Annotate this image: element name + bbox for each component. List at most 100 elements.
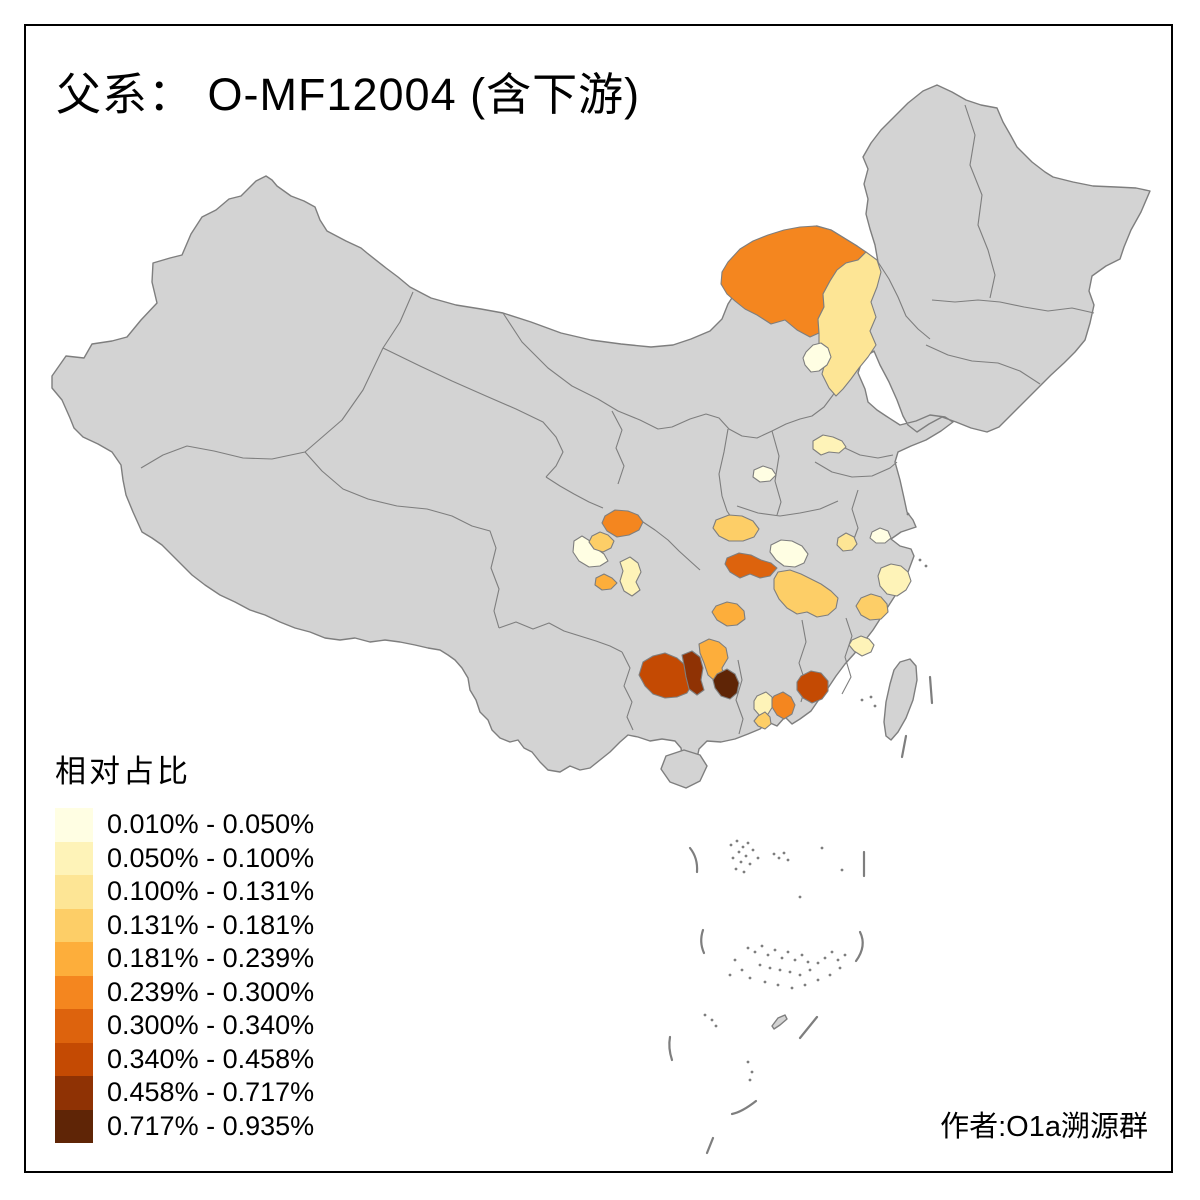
hainan-island	[660, 749, 708, 789]
island-dot	[820, 846, 824, 850]
island-dot	[773, 948, 777, 952]
map-region-hanzhong	[601, 509, 644, 538]
island-dot	[800, 953, 804, 957]
legend-row: 0.717% - 0.935%	[55, 1109, 315, 1143]
island-dot	[782, 851, 786, 855]
map-region-huaihua	[681, 650, 705, 696]
island-dot	[739, 860, 743, 864]
page-title: 父系： O-MF12004 (含下游)	[56, 69, 641, 120]
map-region-southwest-hunan	[712, 668, 740, 700]
legend-label: 0.100% - 0.131%	[107, 876, 315, 907]
map-region-jinhua	[855, 593, 889, 621]
island-dot	[763, 980, 767, 984]
island-dot	[906, 512, 910, 516]
island-dot	[840, 868, 844, 872]
map-region-chengdu	[572, 535, 609, 568]
legend-swatch-4	[55, 908, 93, 942]
island-dot	[750, 1070, 754, 1074]
legend-swatch-1	[55, 808, 93, 842]
island-dot	[860, 698, 864, 702]
map-region-yueyang-north-hunan	[773, 569, 839, 618]
map-region-beijing	[802, 342, 832, 373]
legend-title: 相对占比	[55, 754, 191, 789]
map-region-hangzhou	[877, 563, 912, 597]
island-dot	[714, 1024, 718, 1028]
island-dot	[729, 843, 733, 847]
island-dot	[735, 839, 739, 843]
island-dot	[816, 961, 820, 965]
map-region-deyang	[588, 531, 615, 553]
legend-label: 0.340% - 0.458%	[107, 1043, 315, 1074]
map-region-xiangyang	[712, 514, 760, 542]
island-dot	[766, 953, 770, 957]
legend-swatch-5	[55, 942, 93, 976]
island-dot	[751, 848, 755, 852]
map-region-north-guangdong	[796, 670, 829, 704]
legend-label: 0.131% - 0.181%	[107, 909, 315, 940]
island-dot	[786, 950, 790, 954]
island-dot	[786, 858, 790, 862]
legend-swatch-6	[55, 975, 93, 1009]
sea-islands	[703, 512, 928, 1082]
map-region-anqing	[836, 532, 858, 552]
legend-swatch-3	[55, 875, 93, 909]
island-dot	[748, 1078, 752, 1082]
island-dot	[803, 983, 807, 987]
island-dot	[742, 870, 746, 874]
attribution: 作者:O1a溯源群	[940, 1111, 1148, 1143]
legend-swatch-10	[55, 1109, 93, 1143]
island-dot	[838, 966, 842, 970]
legend-label: 0.300% - 0.340%	[107, 1010, 315, 1041]
island-dot	[768, 966, 772, 970]
island-dot	[798, 973, 802, 977]
island-dot	[731, 856, 735, 860]
legend-row: 0.100% - 0.131%	[55, 875, 314, 909]
island-dot	[780, 956, 784, 960]
legend-row: 0.340% - 0.458%	[55, 1042, 315, 1076]
legend-label: 0.717% - 0.935%	[107, 1110, 315, 1141]
island-dot	[806, 960, 810, 964]
island-dot	[756, 856, 760, 860]
island-dot	[746, 946, 750, 950]
island-dot	[740, 968, 744, 972]
island-dot	[836, 958, 840, 962]
island-dot	[748, 862, 752, 866]
legend-label: 0.050% - 0.100%	[107, 842, 315, 873]
island-dot	[758, 963, 762, 967]
island-dot	[873, 704, 877, 708]
island-dot	[744, 854, 748, 858]
island-dot	[776, 983, 780, 987]
island-dot	[777, 856, 781, 860]
island-dot	[748, 976, 752, 980]
map-region-south-shanxi	[752, 465, 777, 483]
legend-row: 0.239% - 0.300%	[55, 975, 315, 1009]
map-region-zigong	[594, 573, 618, 591]
province-borders	[140, 104, 1095, 735]
south-china-sea-islet	[771, 1014, 788, 1030]
island-dot	[778, 968, 782, 972]
island-dot	[808, 968, 812, 972]
island-dot	[703, 1013, 707, 1017]
island-dot	[823, 956, 827, 960]
island-dot	[772, 852, 776, 856]
map-region-jingzhou-yichang	[724, 552, 778, 579]
legend-row: 0.458% - 0.717%	[55, 1076, 314, 1110]
legend-label: 0.239% - 0.300%	[107, 976, 315, 1007]
map-region-central-hunan	[711, 601, 746, 627]
island-dot	[741, 845, 745, 849]
island-dot	[924, 564, 928, 568]
island-dot	[746, 1060, 750, 1064]
map-region-west-shandong	[812, 434, 847, 456]
map-region-wuzhou	[753, 691, 774, 717]
island-dot	[843, 953, 847, 957]
island-dot	[733, 958, 737, 962]
legend-swatch-2	[55, 841, 93, 875]
island-dot	[753, 950, 757, 954]
legend-label: 0.181% - 0.239%	[107, 943, 315, 974]
island-dot	[790, 986, 794, 990]
island-dot	[793, 958, 797, 962]
map-region-chifeng	[817, 251, 882, 397]
map-region-north-fujian	[848, 635, 875, 657]
legend: 相对占比 0.010% - 0.050% 0.050% - 0.100% 0.1…	[55, 746, 314, 1143]
